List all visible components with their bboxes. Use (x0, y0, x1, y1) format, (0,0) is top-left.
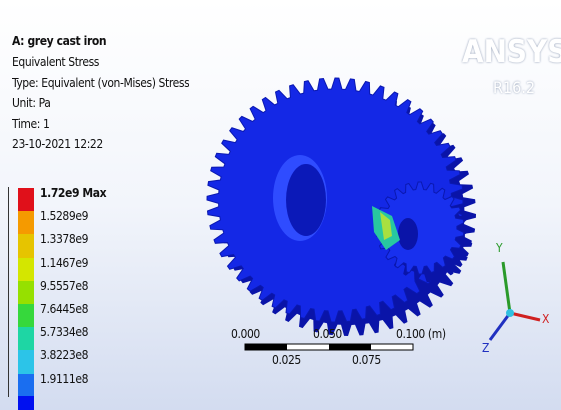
scale-label: 0.000 (231, 327, 260, 341)
gear-hole-inner (286, 164, 326, 236)
logo: ANSYS (462, 34, 561, 70)
axis-x: X (542, 312, 549, 326)
legend-swatch (18, 327, 34, 351)
legend-label: 9.5557e8 (40, 279, 88, 293)
legend-swatch (18, 234, 34, 258)
scale-label: 0.050 (313, 327, 342, 341)
legend-swatch (18, 258, 34, 282)
header-line: Unit: Pa (12, 96, 50, 110)
scale-bar-fill (245, 344, 287, 350)
header-line: 23-10-2021 12:22 (12, 137, 103, 151)
viewport: A: grey cast iron ANSYS R16.2 0.000 0.05… (0, 0, 561, 410)
scale-label: 0.075 (352, 353, 381, 367)
legend-label: 1.1467e9 (40, 256, 88, 270)
header-line: Type: Equivalent (von-Mises) Stress (12, 76, 189, 90)
legend-frame (8, 187, 9, 397)
legend-swatch (18, 188, 34, 212)
legend-swatch (18, 374, 34, 398)
axis-z: Z (482, 341, 489, 355)
header-line: Time: 1 (12, 117, 50, 131)
legend-swatch (18, 350, 34, 374)
legend-swatch (18, 281, 34, 305)
legend-label: 1.72e9 Max (40, 186, 106, 200)
axis-y-line (503, 262, 510, 313)
axis-x-line (510, 313, 540, 320)
scale-label: 0.025 (272, 353, 301, 367)
legend-label: 1.5289e9 (40, 209, 88, 223)
title: A: grey cast iron (12, 34, 106, 48)
axis-z-line (490, 313, 510, 340)
scale-label: 0.100 (m) (396, 327, 446, 341)
legend-label: 1.9111e8 (40, 372, 88, 386)
legend-swatch (18, 304, 34, 328)
triad-origin (506, 309, 514, 317)
legend-swatch (18, 211, 34, 235)
version: R16.2 (493, 78, 535, 97)
axis-y: Y (496, 241, 502, 255)
legend-label: 5.7334e8 (40, 325, 88, 339)
legend-label: 7.6445e8 (40, 302, 88, 316)
legend-swatch (18, 396, 34, 410)
gear-small-hole (398, 218, 418, 250)
legend-label: 1.3378e9 (40, 232, 88, 246)
legend-label: 3.8223e8 (40, 348, 88, 362)
header-line: Equivalent Stress (12, 55, 99, 69)
scale-bar-fill (329, 344, 371, 350)
